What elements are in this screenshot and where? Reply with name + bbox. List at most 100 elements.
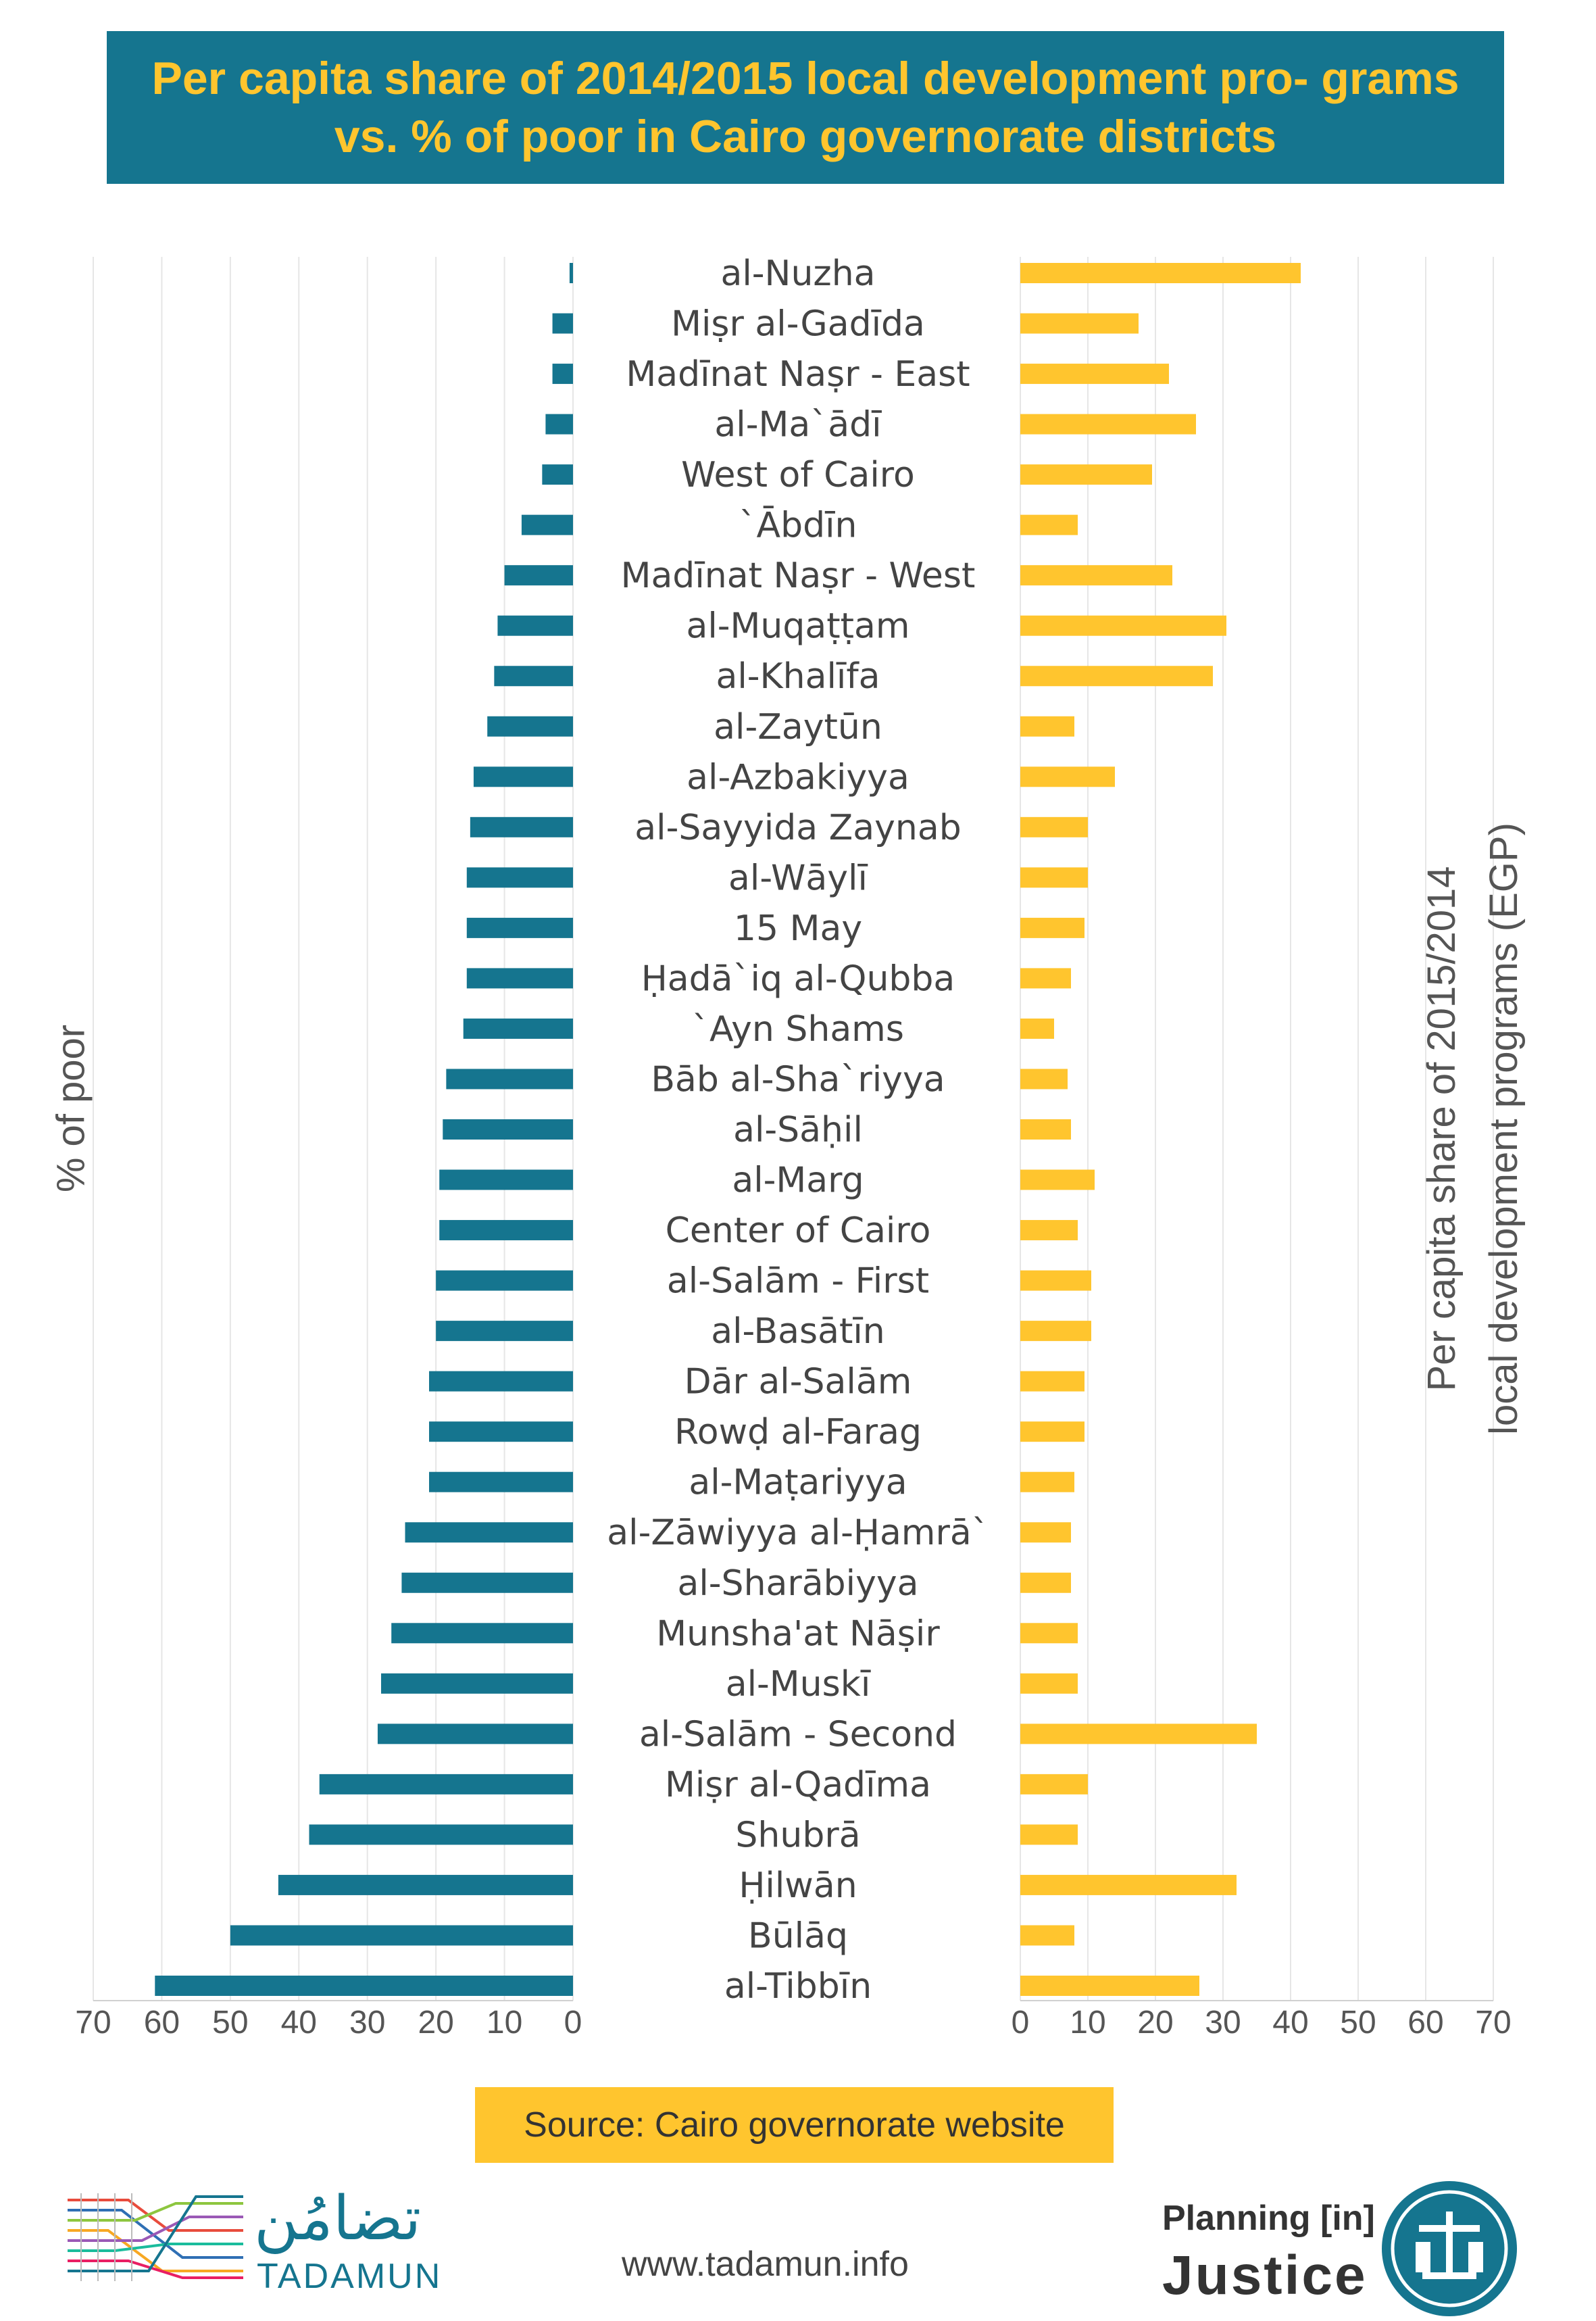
left-tick-label: 60 (144, 2005, 180, 2041)
right-tick-label: 60 (1407, 2005, 1443, 2041)
category-label: Būlāq (748, 1915, 848, 1956)
poor-bar (436, 1321, 573, 1342)
source-text: Source: Cairo governorate website (524, 2105, 1065, 2145)
share-bar (1020, 1774, 1088, 1794)
poor-bar (497, 615, 573, 636)
right-tick-label: 20 (1137, 2005, 1173, 2041)
right-tick-label: 40 (1272, 2005, 1308, 2041)
poor-bar (436, 1270, 573, 1291)
share-bar (1020, 615, 1226, 636)
right-axis-title-line2: local development programs (EGP) (1482, 823, 1526, 1435)
share-bar (1020, 968, 1071, 989)
poor-bar (381, 1673, 573, 1694)
category-label: Center of Cairo (666, 1211, 931, 1251)
share-bar (1020, 1572, 1071, 1593)
poor-bar (504, 565, 573, 586)
category-label: Shubrā (735, 1815, 860, 1855)
category-label: al-Muskī (726, 1664, 871, 1705)
justice-scale-icon (1382, 2181, 1517, 2316)
tadamun-lines-icon (68, 2193, 243, 2281)
poor-bar (429, 1421, 573, 1442)
poor-bar (463, 1018, 573, 1039)
category-label: Munsha'at Nāṣir (656, 1613, 940, 1654)
category-label: 15 May (734, 908, 862, 949)
left-tick-label: 70 (75, 2005, 111, 2041)
poor-bar (278, 1874, 573, 1895)
category-label: Ḥilwān (739, 1865, 857, 1906)
share-bar (1020, 917, 1084, 938)
right-tick-label: 70 (1475, 2005, 1511, 2041)
poor-bar (377, 1724, 573, 1744)
category-label: Bāb al-Sha`riyya (651, 1059, 945, 1100)
right-tick-label: 10 (1070, 2005, 1105, 2041)
share-bar (1020, 1169, 1095, 1190)
category-label: al-Wāylī (728, 858, 868, 898)
left-tick-label: 30 (349, 2005, 385, 2041)
share-bar (1020, 1925, 1074, 1946)
share-bar (1020, 313, 1139, 334)
share-bar (1020, 1321, 1091, 1342)
website-link[interactable]: www.tadamun.info (622, 2245, 909, 2284)
share-bar (1020, 514, 1078, 535)
poor-bar (552, 313, 573, 334)
right-axis-title-line1: Per capita share of 2015/2014 (1420, 866, 1464, 1392)
category-label: `Ayn Shams (692, 1009, 904, 1050)
category-label: al-Sharābiyya (677, 1563, 918, 1604)
poor-bar (439, 1169, 573, 1190)
category-label: West of Cairo (681, 455, 915, 495)
poor-bar (494, 666, 573, 687)
poor-bar (405, 1522, 573, 1543)
category-label: al-Nuzha (720, 253, 875, 294)
right-axis-title: Per capita share of 2015/2014 local deve… (1411, 823, 1535, 1435)
category-label: al-Ma`ādī (714, 405, 882, 445)
right-tick-label: 0 (1012, 2005, 1030, 2041)
share-bar (1020, 565, 1172, 586)
poor-bar (552, 364, 573, 385)
category-label: al-Sāḥil (733, 1110, 863, 1150)
left-tick-label: 0 (564, 2005, 582, 2041)
poor-bar (466, 968, 573, 989)
share-bar (1020, 414, 1196, 435)
share-bar (1020, 1522, 1071, 1543)
category-label: al-Basātīn (711, 1311, 885, 1352)
poor-bar (319, 1774, 573, 1794)
share-bar (1020, 1018, 1054, 1039)
share-bar (1020, 1673, 1078, 1694)
category-label: al-Zaytūn (714, 707, 882, 748)
category-label: Miṣr al-Qadīma (665, 1765, 931, 1805)
poor-bar (230, 1925, 573, 1946)
share-bar (1020, 1220, 1078, 1241)
planning-in-justice-logo: Planning [in] Justice (1149, 2178, 1581, 2320)
right-axis-title-wrap: Per capita share of 2015/2014 local deve… (1420, 823, 1526, 1435)
category-label: Miṣr al-Gadīda (671, 304, 925, 345)
left-tick-label: 10 (487, 2005, 522, 2041)
category-label: al-Zāwiyya al-Ḥamrā` (607, 1513, 989, 1553)
share-bar (1020, 1119, 1071, 1140)
category-label: Rowḍ al-Farag (674, 1412, 922, 1452)
poor-bar (473, 766, 573, 787)
share-bar (1020, 867, 1088, 888)
share-bar (1020, 1471, 1074, 1492)
share-bar (1020, 666, 1213, 687)
poor-bar (446, 1069, 573, 1090)
poor-bar (569, 263, 573, 283)
left-tick-label: 50 (212, 2005, 248, 2041)
poor-bar (443, 1119, 573, 1140)
pij-line1: Planning [in] (1162, 2199, 1375, 2238)
share-bar (1020, 1371, 1084, 1392)
poor-bar (401, 1572, 573, 1593)
right-tick-label: 30 (1205, 2005, 1241, 2041)
tadamun-logo: تضامُن TADAMUN (68, 2176, 446, 2305)
poor-bar (429, 1471, 573, 1492)
share-bar (1020, 816, 1088, 837)
share-bar (1020, 1724, 1257, 1744)
category-label: al-Sayyida Zaynab (634, 808, 961, 848)
share-bar (1020, 1069, 1068, 1090)
share-bar (1020, 766, 1115, 787)
left-axis-title: % of poor (49, 1024, 93, 1193)
share-bar (1020, 1623, 1078, 1644)
pij-line2: Justice (1162, 2245, 1368, 2306)
category-label: al-Marg (732, 1160, 864, 1201)
left-tick-label: 20 (418, 2005, 453, 2041)
share-bar (1020, 1421, 1084, 1442)
